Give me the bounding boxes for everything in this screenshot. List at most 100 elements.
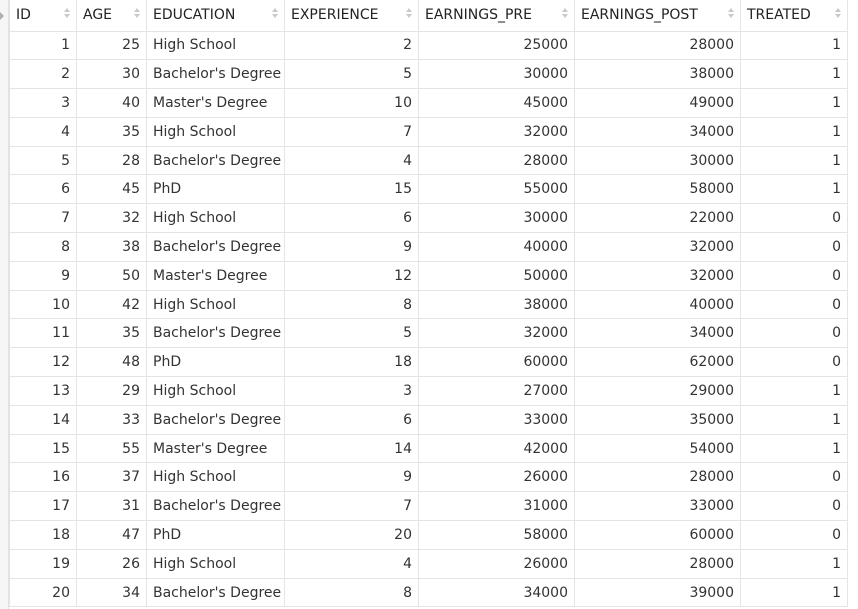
cell-earnings_post[interactable]: 28000 [574,30,741,61]
cell-id[interactable]: 19 [9,548,77,579]
column-header-id[interactable]: ID [9,0,77,32]
cell-experience[interactable]: 3 [284,376,419,406]
cell-id[interactable]: 10 [9,289,77,320]
cell-age[interactable]: 38 [76,232,147,262]
cell-id[interactable]: 1 [9,30,77,61]
cell-age[interactable]: 33 [76,404,147,435]
cell-id[interactable]: 7 [9,203,77,234]
table-row[interactable]: 16 37 High School 9 26000 28000 0 [9,462,848,493]
column-header-experience[interactable]: EXPERIENCE [284,0,419,32]
cell-earnings_post[interactable]: 39000 [574,577,741,608]
cell-earnings_pre[interactable]: 50000 [418,260,575,291]
column-header-treated[interactable]: TREATED [740,0,848,32]
cell-id[interactable]: 9 [9,260,77,291]
cell-treated[interactable]: 0 [740,520,848,550]
cell-education[interactable]: Bachelor's Degree [146,232,285,262]
table-row[interactable]: 20 34 Bachelor's Degree 8 34000 39000 1 [9,577,848,608]
sort-icon[interactable] [406,8,412,20]
cell-education[interactable]: Master's Degree [146,88,285,118]
column-header-age[interactable]: AGE [76,0,147,32]
cell-earnings_post[interactable]: 22000 [574,203,741,234]
cell-education[interactable]: High School [146,30,285,61]
cell-treated[interactable]: 1 [740,404,848,435]
cell-education[interactable]: Bachelor's Degree [146,318,285,349]
cell-age[interactable]: 30 [76,59,147,90]
column-header-education[interactable]: EDUCATION [146,0,285,32]
cell-earnings_pre[interactable]: 33000 [418,404,575,435]
cell-education[interactable]: Master's Degree [146,260,285,291]
cell-earnings_post[interactable]: 34000 [574,116,741,147]
cell-earnings_pre[interactable]: 34000 [418,577,575,608]
cell-earnings_post[interactable]: 33000 [574,491,741,522]
cell-education[interactable]: Bachelor's Degree [146,491,285,522]
table-row[interactable]: 1 25 High School 2 25000 28000 1 [9,30,848,61]
cell-experience[interactable]: 12 [284,260,419,291]
cell-earnings_pre[interactable]: 55000 [418,174,575,205]
cell-experience[interactable]: 15 [284,174,419,205]
cell-treated[interactable]: 1 [740,577,848,608]
table-row[interactable]: 3 40 Master's Degree 10 45000 49000 1 [9,88,848,118]
table-row[interactable]: 2 30 Bachelor's Degree 5 30000 38000 1 [9,59,848,90]
cell-treated[interactable]: 1 [740,59,848,90]
cell-education[interactable]: Bachelor's Degree [146,59,285,90]
cell-earnings_pre[interactable]: 42000 [418,433,575,464]
cell-earnings_post[interactable]: 30000 [574,145,741,176]
cell-experience[interactable]: 9 [284,232,419,262]
cell-earnings_post[interactable]: 32000 [574,260,741,291]
cell-earnings_pre[interactable]: 26000 [418,462,575,493]
cell-earnings_pre[interactable]: 30000 [418,203,575,234]
cell-education[interactable]: PhD [146,174,285,205]
cell-experience[interactable]: 6 [284,404,419,435]
cell-earnings_post[interactable]: 29000 [574,376,741,406]
cell-age[interactable]: 50 [76,260,147,291]
cell-id[interactable]: 14 [9,404,77,435]
cell-treated[interactable]: 0 [740,289,848,320]
cell-experience[interactable]: 7 [284,491,419,522]
cell-earnings_pre[interactable]: 38000 [418,289,575,320]
cell-age[interactable]: 35 [76,318,147,349]
table-row[interactable]: 19 26 High School 4 26000 28000 1 [9,548,848,579]
cell-treated[interactable]: 1 [740,88,848,118]
cell-experience[interactable]: 10 [284,88,419,118]
cell-age[interactable]: 40 [76,88,147,118]
cell-id[interactable]: 16 [9,462,77,493]
cell-earnings_pre[interactable]: 32000 [418,318,575,349]
cell-earnings_post[interactable]: 28000 [574,548,741,579]
cell-id[interactable]: 2 [9,59,77,90]
cell-earnings_post[interactable]: 38000 [574,59,741,90]
sort-icon[interactable] [835,8,841,20]
table-row[interactable]: 14 33 Bachelor's Degree 6 33000 35000 1 [9,404,848,435]
cell-id[interactable]: 5 [9,145,77,176]
cell-earnings_pre[interactable]: 45000 [418,88,575,118]
cell-earnings_pre[interactable]: 60000 [418,347,575,378]
cell-id[interactable]: 20 [9,577,77,608]
cell-age[interactable]: 25 [76,30,147,61]
column-header-earnings-pre[interactable]: EARNINGS_PRE [418,0,575,32]
cell-age[interactable]: 35 [76,116,147,147]
cell-education[interactable]: Master's Degree [146,433,285,464]
cell-earnings_pre[interactable]: 27000 [418,376,575,406]
cell-age[interactable]: 55 [76,433,147,464]
cell-age[interactable]: 26 [76,548,147,579]
cell-id[interactable]: 15 [9,433,77,464]
cell-treated[interactable]: 1 [740,376,848,406]
cell-education[interactable]: High School [146,289,285,320]
cell-education[interactable]: High School [146,376,285,406]
cell-id[interactable]: 18 [9,520,77,550]
table-row[interactable]: 17 31 Bachelor's Degree 7 31000 33000 0 [9,491,848,522]
cell-earnings_post[interactable]: 54000 [574,433,741,464]
cell-experience[interactable]: 7 [284,116,419,147]
table-row[interactable]: 11 35 Bachelor's Degree 5 32000 34000 0 [9,318,848,349]
table-row[interactable]: 12 48 PhD 18 60000 62000 0 [9,347,848,378]
cell-education[interactable]: Bachelor's Degree [146,577,285,608]
cell-earnings_post[interactable]: 35000 [574,404,741,435]
cell-age[interactable]: 48 [76,347,147,378]
cell-education[interactable]: High School [146,203,285,234]
cell-earnings_pre[interactable]: 40000 [418,232,575,262]
cell-earnings_post[interactable]: 28000 [574,462,741,493]
cell-earnings_post[interactable]: 40000 [574,289,741,320]
cell-id[interactable]: 13 [9,376,77,406]
cell-education[interactable]: High School [146,548,285,579]
cell-experience[interactable]: 18 [284,347,419,378]
cell-experience[interactable]: 20 [284,520,419,550]
